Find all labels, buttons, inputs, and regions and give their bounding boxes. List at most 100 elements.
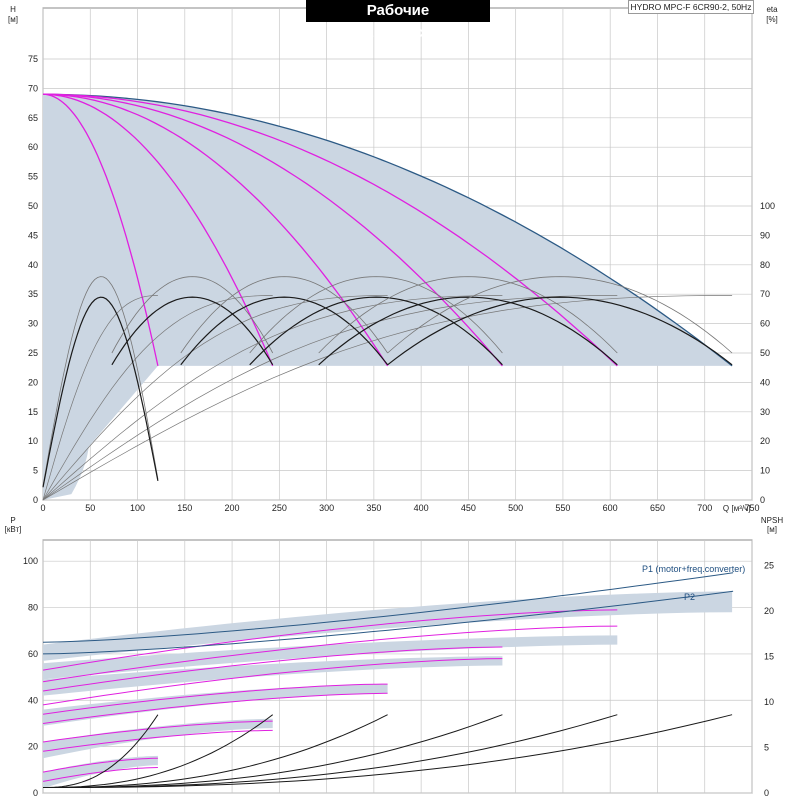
power-band-4 xyxy=(43,656,503,696)
eta-y-tick: 50 xyxy=(760,348,770,358)
power-axis-label: P xyxy=(10,516,15,525)
head-x-tick: 100 xyxy=(130,503,145,513)
head-y-tick: 20 xyxy=(28,377,38,387)
head-x-tick: 500 xyxy=(508,503,523,513)
rising-curve-2 xyxy=(42,295,273,501)
operating-envelope-lobe xyxy=(43,94,90,500)
head-curve-5-pumps xyxy=(42,93,618,367)
eta-curve-2 xyxy=(111,296,274,366)
head-x-tick: 700 xyxy=(697,503,712,513)
head-y-tick: 30 xyxy=(28,319,38,329)
power-curve-3 xyxy=(42,720,273,743)
power-curve-1 xyxy=(42,757,158,773)
power-axis-unit: [кВт] xyxy=(5,525,22,534)
power-curve-6 xyxy=(42,658,503,706)
head-axis-label: H xyxy=(10,5,16,14)
eta-y-tick: 10 xyxy=(760,466,770,476)
npsh-y-tick: 25 xyxy=(764,561,774,571)
head-y-tick: 60 xyxy=(28,142,38,152)
power-curve-8 xyxy=(42,625,618,683)
eta-y-tick: 80 xyxy=(760,260,770,270)
eta-curve-5 xyxy=(318,296,618,366)
eta-axis-unit: [%] xyxy=(766,15,778,24)
power-panel: 0 20 40 60 80 100 0 5 10 15 20 25 P[кВт] NPSH[м] P1 (m… xyxy=(5,516,784,798)
eta-y-tick: 20 xyxy=(760,436,770,446)
npsh-axis-unit: [м] xyxy=(767,525,777,534)
max-head-curve xyxy=(42,93,733,367)
power-band-3 xyxy=(43,684,388,726)
power-curve-9 xyxy=(42,609,618,671)
head-y-tick: 50 xyxy=(28,201,38,211)
eta-y-tick: 100 xyxy=(760,201,775,211)
head-x-tick: 0 xyxy=(40,503,45,513)
npsh-axis-label: NPSH xyxy=(761,516,783,525)
eta-curve-light-1 xyxy=(42,276,159,487)
head-x-tick: 650 xyxy=(650,503,665,513)
eta-curve-6 xyxy=(387,296,733,366)
rising-curve-3 xyxy=(42,295,388,501)
p2-label: P2 xyxy=(684,592,695,602)
power-y-tick: 80 xyxy=(28,603,38,613)
power-y-tick: 40 xyxy=(28,695,38,705)
npsh-y-tick: 0 xyxy=(764,788,769,798)
head-x-tick: 200 xyxy=(225,503,240,513)
head-x-tick: 400 xyxy=(414,503,429,513)
head-y-tick: 0 xyxy=(33,495,38,505)
head-y-tick: 45 xyxy=(28,230,38,240)
npsh-y-tick: 20 xyxy=(764,606,774,616)
head-y-tick: 40 xyxy=(28,260,38,270)
eta-curve-light-5 xyxy=(318,276,618,354)
head-x-tick: 550 xyxy=(555,503,570,513)
eta-y-tick: 30 xyxy=(760,407,770,417)
head-x-tick: 150 xyxy=(177,503,192,513)
rising-curve-5 xyxy=(42,295,618,501)
npsh-y-tick: 15 xyxy=(764,652,774,662)
head-axis-unit: [м] xyxy=(8,15,18,24)
rising-curve-1 xyxy=(42,295,158,501)
head-y-tick: 15 xyxy=(28,407,38,417)
p1-label: P1 (motor+freq.converter) xyxy=(642,564,745,574)
power-series-1 xyxy=(42,590,734,655)
eta-curve-light-4 xyxy=(249,276,503,354)
power-band-5 xyxy=(43,635,618,680)
rising-curve-4 xyxy=(42,295,503,501)
head-curve-1-pumps xyxy=(42,93,159,367)
power-curve-2 xyxy=(42,729,273,752)
eta-y-tick: 90 xyxy=(760,230,770,240)
head-y-tick: 10 xyxy=(28,436,38,446)
model-label: HYDRO MPC-F 6CR90-2, 50Hz xyxy=(628,0,754,14)
power-curve-7 xyxy=(42,646,503,692)
head-curve-3-pumps xyxy=(42,93,389,367)
head-x-tick: 250 xyxy=(272,503,287,513)
eta-curve-light-2 xyxy=(111,276,274,354)
head-x-tick: 300 xyxy=(319,503,334,513)
power-y-tick: 20 xyxy=(28,742,38,752)
power-band-6 xyxy=(43,591,733,661)
head-panel: 0 50 100 150 200 250 300 350 400 450 500 550 600 650 7… xyxy=(8,5,778,513)
npsh-y-tick: 10 xyxy=(764,697,774,707)
npsh-y-tick: 5 xyxy=(764,743,769,753)
power-curve-0 xyxy=(42,767,158,782)
power-y-tick: 60 xyxy=(28,649,38,659)
rising-curve-6 xyxy=(42,295,733,501)
eta-curve-1 xyxy=(42,296,159,488)
eta-curve-4 xyxy=(249,296,503,366)
eta-curve-light-6 xyxy=(387,276,733,354)
head-y-tick: 25 xyxy=(28,348,38,358)
chart-title: Рабочие характеристики xyxy=(306,0,490,41)
head-x-tick: 750 xyxy=(744,503,759,513)
eta-curve-3 xyxy=(180,296,389,366)
head-y-tick: 5 xyxy=(33,466,38,476)
head-x-tick: 600 xyxy=(603,503,618,513)
eta-axis-label: eta xyxy=(766,5,778,14)
flow-axis-label: Q xyxy=(723,504,729,513)
npsh-curve-1 xyxy=(43,714,159,788)
power-curve-5 xyxy=(42,683,388,715)
power-series-0 xyxy=(42,572,734,643)
head-y-tick: 55 xyxy=(28,172,38,182)
head-x-tick: 450 xyxy=(461,503,476,513)
head-curve-2-pumps xyxy=(42,93,274,367)
head-y-tick: 35 xyxy=(28,289,38,299)
head-y-tick: 75 xyxy=(28,54,38,64)
